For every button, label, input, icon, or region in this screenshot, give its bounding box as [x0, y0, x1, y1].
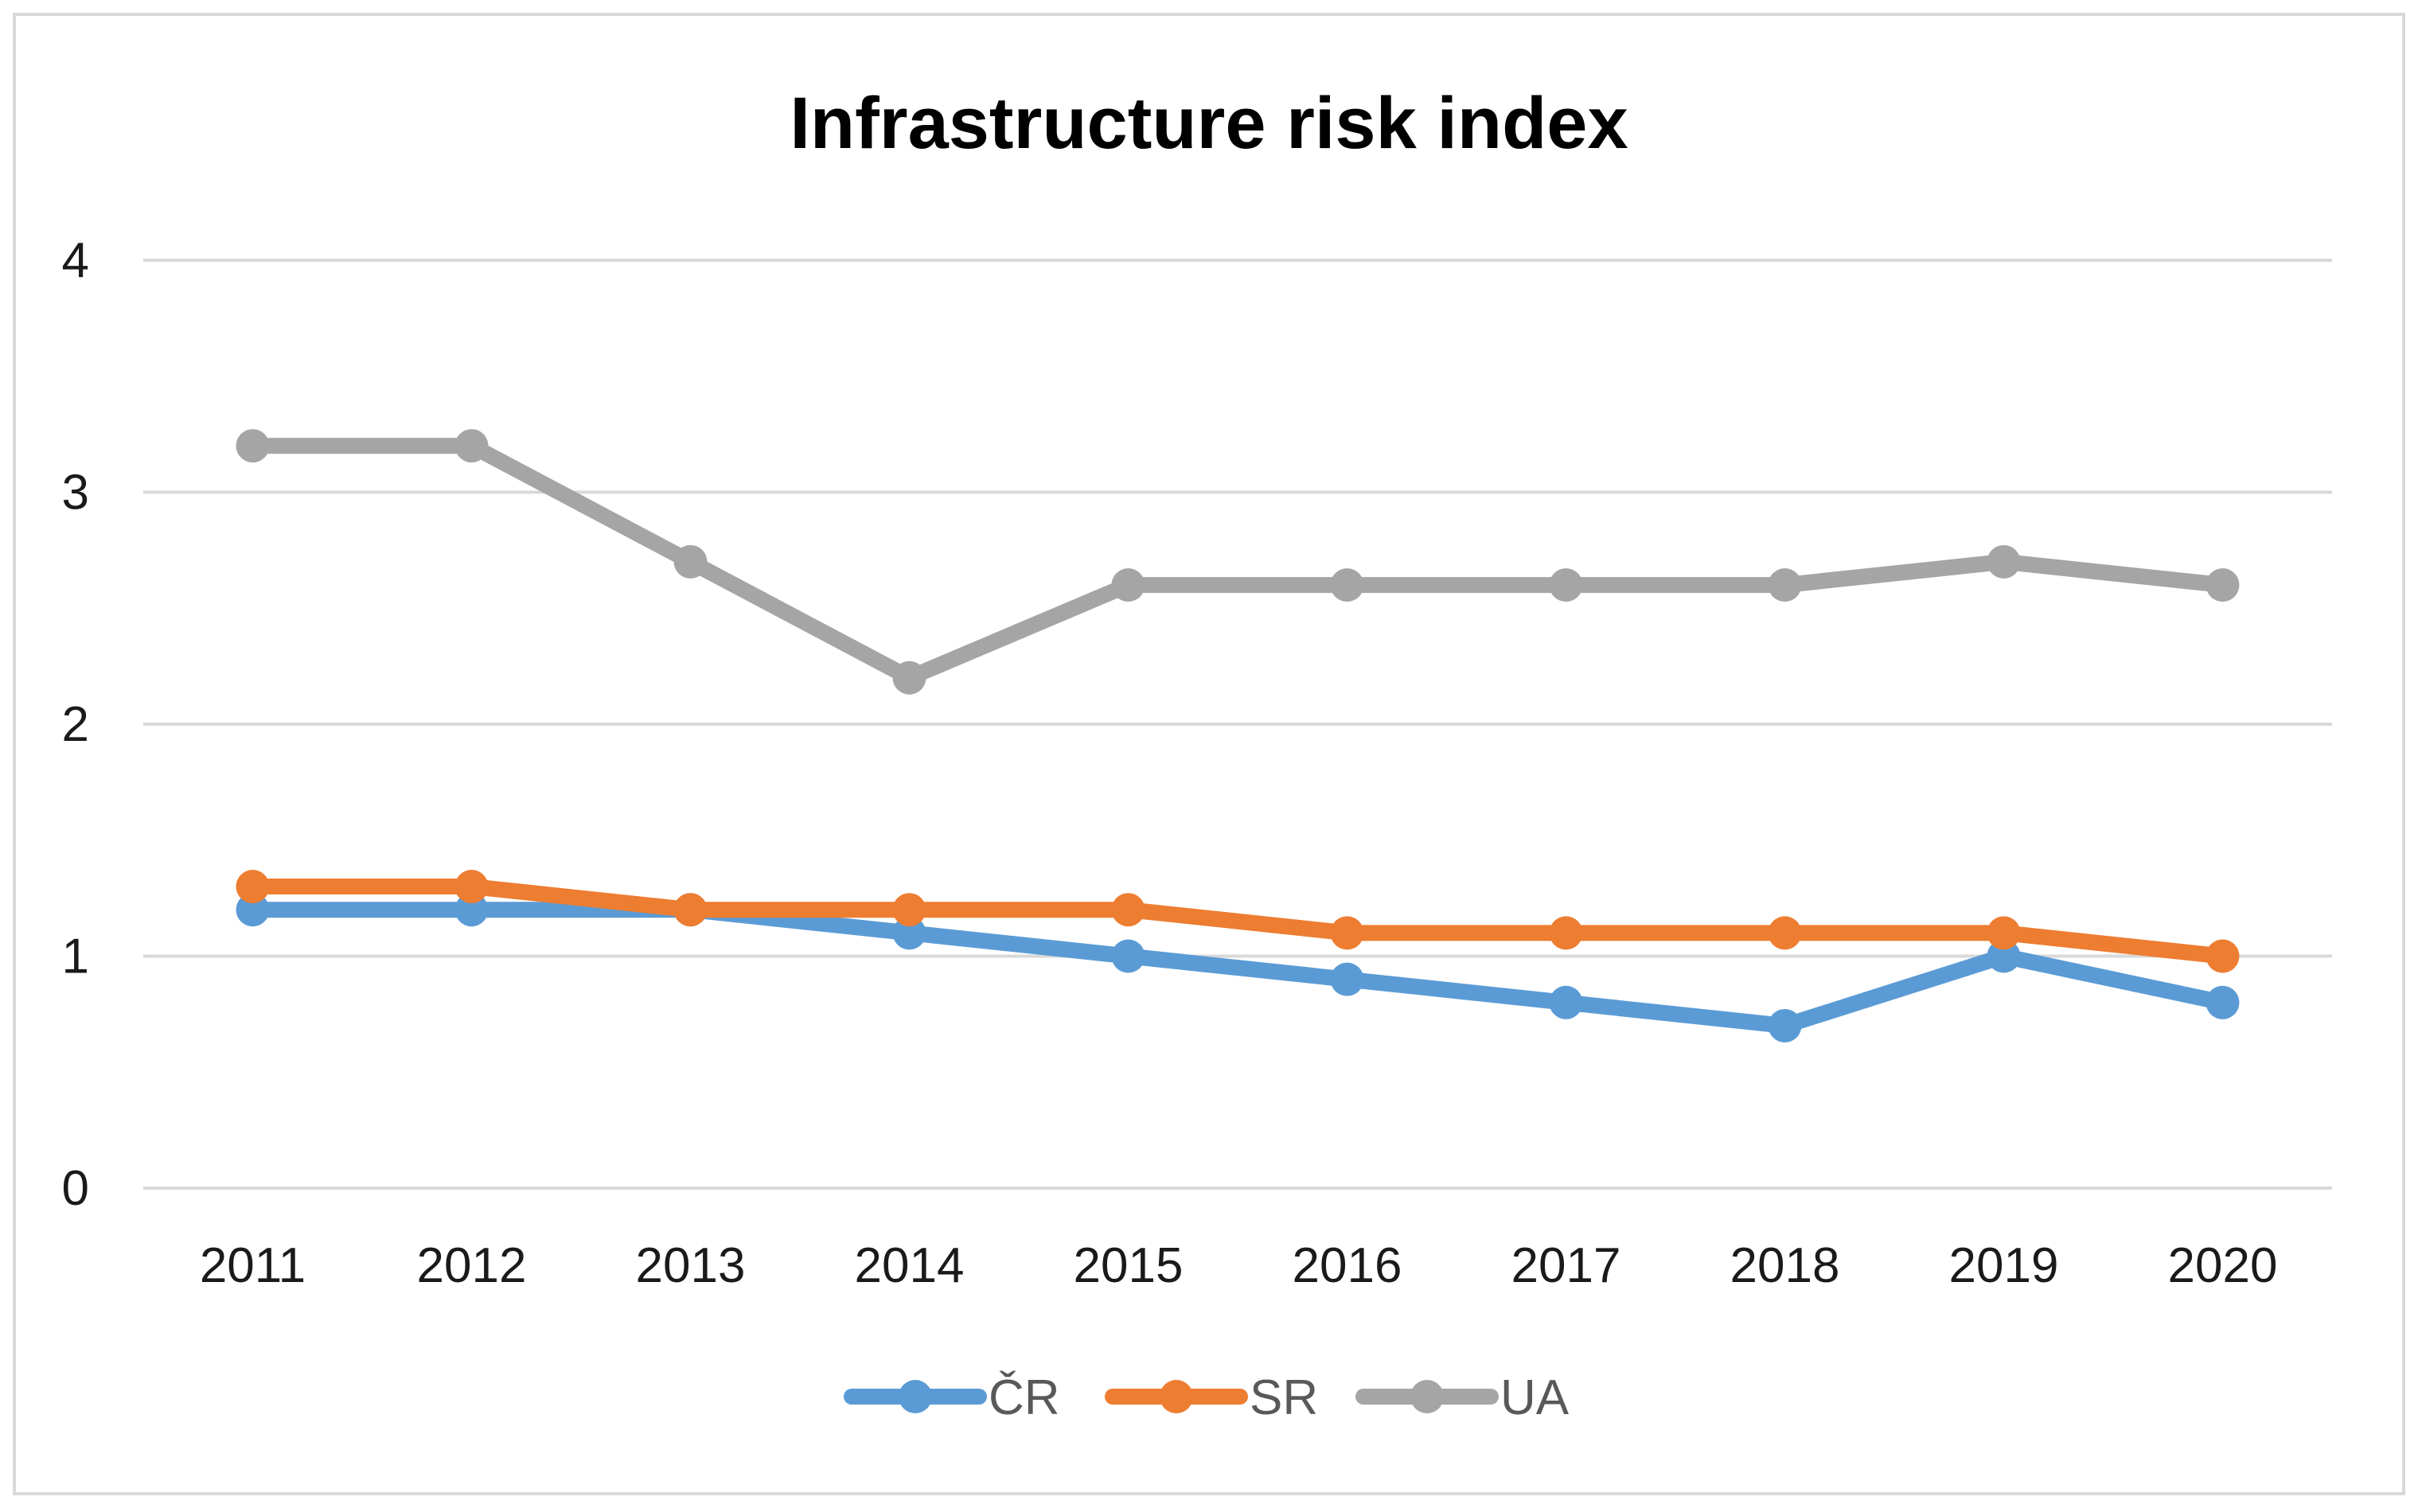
legend-label: UA: [1500, 1370, 1570, 1425]
series-line-SR: [244, 879, 2231, 964]
data-point-UA-2012: [454, 429, 489, 463]
x-tick-label: 2018: [1730, 1238, 1840, 1293]
data-point-SR-2017: [1549, 916, 1583, 950]
legend-swatch-marker: [899, 1380, 932, 1413]
data-point-ČR-2012: [454, 893, 489, 927]
x-axis-ticks: 2011 2012 2013 2014 2015 2016 2017 2018 2019 2020: [200, 1238, 2278, 1293]
legend-label: ČR: [989, 1370, 1060, 1425]
legend-label: SR: [1250, 1370, 1318, 1425]
legend-item-UA: UA: [1355, 1370, 1570, 1425]
legend-item-SR: SR: [1105, 1370, 1318, 1425]
x-tick-label: 2015: [1074, 1238, 1184, 1293]
y-tick-label: 1: [62, 929, 89, 984]
x-tick-label: 2011: [200, 1238, 306, 1293]
data-point-ČR-2017: [1549, 985, 1583, 1019]
data-point-SR-2019: [1987, 916, 2021, 950]
data-point-ČR-2020: [2205, 985, 2240, 1019]
data-point-SR-2016: [1330, 916, 1364, 950]
y-tick-label: 3: [62, 466, 89, 520]
y-tick-label: 4: [62, 233, 89, 288]
chart-title: Infrastructure risk index: [790, 83, 1628, 164]
x-tick-label: 2013: [636, 1238, 746, 1293]
data-point-SR-2013: [673, 893, 708, 927]
data-point-SR-2015: [1111, 893, 1145, 927]
data-point-ČR-2011: [236, 893, 270, 927]
grid-layer: [143, 259, 2332, 1190]
data-point-ČR-2015: [1111, 939, 1145, 973]
data-point-SR-2011: [236, 870, 270, 904]
y-axis-ticks: 0 1 2 3 4: [62, 233, 89, 1216]
data-point-ČR-2014: [892, 916, 926, 950]
data-point-SR-2012: [454, 870, 489, 904]
y-tick-label: 0: [62, 1161, 89, 1216]
series-layer: [236, 429, 2240, 1042]
data-point-UA-2016: [1330, 568, 1364, 602]
data-point-UA-2014: [892, 661, 926, 695]
series-UA: [236, 429, 2240, 695]
series-line-UA: [244, 438, 2231, 686]
data-point-UA-2011: [236, 429, 270, 463]
x-tick-label: 2014: [855, 1238, 965, 1293]
data-point-UA-2013: [673, 544, 708, 579]
data-point-ČR-2019: [1987, 939, 2021, 973]
data-point-UA-2020: [2205, 568, 2240, 602]
data-point-ČR-2016: [1330, 962, 1364, 996]
legend-item-ČR: ČR: [844, 1370, 1060, 1425]
x-tick-label: 2016: [1293, 1238, 1402, 1293]
data-point-UA-2017: [1549, 568, 1583, 602]
data-point-UA-2015: [1111, 568, 1145, 602]
x-tick-label: 2012: [417, 1238, 527, 1293]
legend-swatch-marker: [1410, 1380, 1444, 1413]
data-point-UA-2018: [1768, 568, 1802, 602]
data-point-ČR-2018: [1768, 1008, 1802, 1042]
series-SR: [236, 870, 2240, 973]
data-point-SR-2018: [1768, 916, 1802, 950]
data-point-SR-2014: [892, 893, 926, 927]
legend: ČR SR UA: [844, 1370, 1570, 1425]
x-tick-label: 2020: [2168, 1238, 2278, 1293]
series-line-ČR: [244, 902, 2231, 1034]
y-tick-label: 2: [62, 697, 89, 752]
x-tick-label: 2019: [1949, 1238, 2059, 1293]
legend-swatch-marker: [1160, 1380, 1193, 1413]
data-point-SR-2020: [2205, 939, 2240, 973]
x-tick-label: 2017: [1511, 1238, 1621, 1293]
data-point-UA-2019: [1987, 544, 2021, 579]
